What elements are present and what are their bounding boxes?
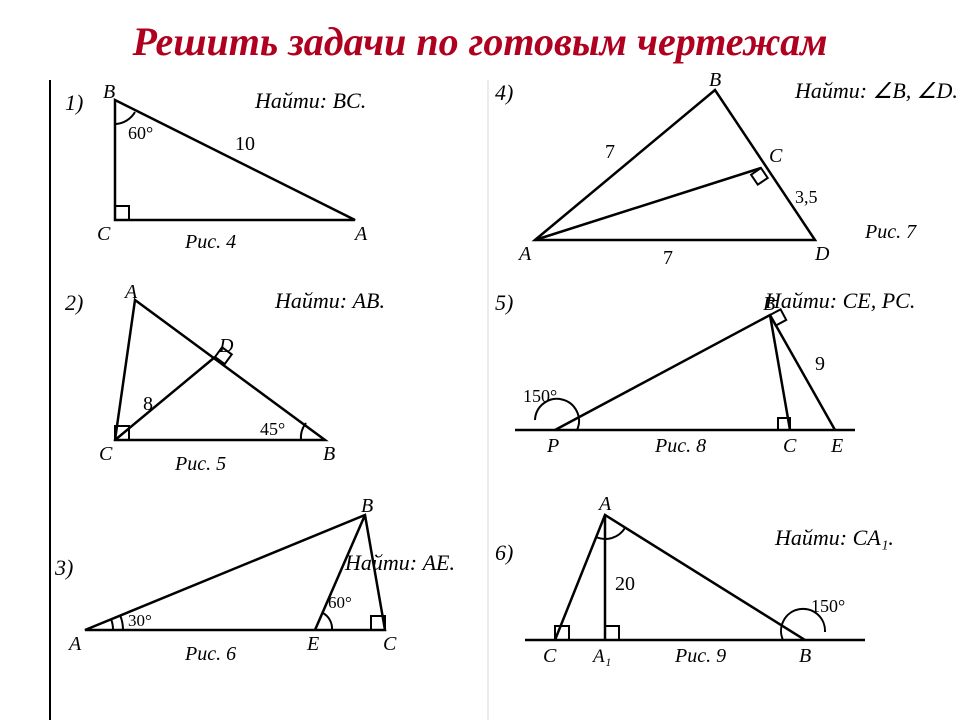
svg-text:B: B — [763, 293, 775, 315]
fig-6-A1: A₁ — [591, 646, 611, 667]
fig-5-side: 9 — [815, 353, 825, 375]
fig-6-caption: Рис. 9 — [674, 645, 726, 667]
svg-text:C: C — [99, 443, 113, 465]
svg-text:B: B — [799, 645, 811, 667]
svg-text:C: C — [543, 645, 557, 667]
figure-3: 3) Найти: AE. 30° 60° A B E C Рис. 6 — [54, 495, 455, 665]
fig-1-num: 1) — [65, 90, 83, 115]
fig-3-caption: Рис. 6 — [184, 643, 236, 665]
fig-1-angle: 60° — [128, 123, 153, 143]
svg-text:A: A — [123, 281, 138, 303]
fig-4-ab: 7 — [605, 141, 615, 163]
svg-text:A: A — [517, 243, 532, 265]
figure-1: 1) Найти: BC. 60° 10 B C A Рис. 4 — [65, 81, 368, 253]
fig-6-side: 20 — [615, 573, 635, 595]
svg-text:A: A — [67, 633, 82, 655]
fig-4-cd: 3,5 — [795, 187, 818, 207]
fig-6-find: Найти: CA₁. — [774, 525, 894, 550]
figure-4: 4) Найти: ∠B, ∠D. 7 3,5 7 A B C D Рис. 7 — [495, 69, 958, 269]
fig-3-find: Найти: AE. — [344, 550, 455, 575]
svg-text:D: D — [814, 243, 830, 265]
fig-4-caption: Рис. 7 — [864, 221, 917, 243]
fig-5-ext: 150° — [523, 386, 557, 406]
fig-3-angleA: 30° — [128, 611, 152, 630]
svg-text:D: D — [218, 335, 234, 357]
fig-2-side: 8 — [143, 393, 153, 415]
svg-text:C: C — [383, 633, 397, 655]
svg-text:C: C — [783, 435, 797, 457]
svg-text:C: C — [769, 145, 783, 167]
fig-1-caption: Рис. 4 — [184, 231, 236, 253]
fig-3-angleE: 60° — [328, 593, 352, 612]
fig-1-side: 10 — [235, 133, 255, 155]
fig-3-num: 3) — [54, 555, 73, 580]
svg-text:E: E — [830, 435, 843, 457]
svg-text:E: E — [306, 633, 319, 655]
svg-text:B: B — [361, 495, 373, 517]
fig-4-num: 4) — [495, 80, 513, 105]
fig-5-num: 5) — [495, 290, 513, 315]
fig-6-ext: 150° — [811, 596, 845, 616]
fig-4-find: Найти: ∠B, ∠D. — [794, 78, 958, 103]
fig-1-find: Найти: BC. — [254, 88, 366, 113]
fig-2-caption: Рис. 5 — [174, 453, 226, 475]
figure-6: 6) Найти: CA₁. 150° 20 A C A₁ B Рис. 9 — [495, 493, 894, 667]
fig-6-num: 6) — [495, 540, 513, 565]
svg-text:A: A — [597, 493, 612, 515]
svg-text:B: B — [323, 443, 335, 465]
fig-1-C: C — [97, 223, 111, 245]
fig-2-find: Найти: AB. — [274, 288, 385, 313]
fig-2-angle: 45° — [260, 419, 285, 439]
svg-text:P: P — [546, 435, 559, 457]
figure-2: 2) Найти: AB. 45° 8 A D C B Рис. 5 — [65, 281, 385, 475]
fig-2-num: 2) — [65, 290, 83, 315]
svg-text:B: B — [709, 69, 721, 91]
figure-5: 5) Найти: CE, PC. 150° 9 B P C E Рис. 8 — [495, 288, 915, 457]
worksheet-canvas: 1) Найти: BC. 60° 10 B C A Рис. 4 4) Най… — [0, 0, 960, 720]
fig-1-A: A — [353, 223, 368, 245]
fig-1-B: B — [103, 81, 115, 103]
fig-5-find: Найти: CE, PC. — [764, 288, 915, 313]
fig-5-caption: Рис. 8 — [654, 435, 706, 457]
fig-4-ad: 7 — [663, 247, 673, 269]
